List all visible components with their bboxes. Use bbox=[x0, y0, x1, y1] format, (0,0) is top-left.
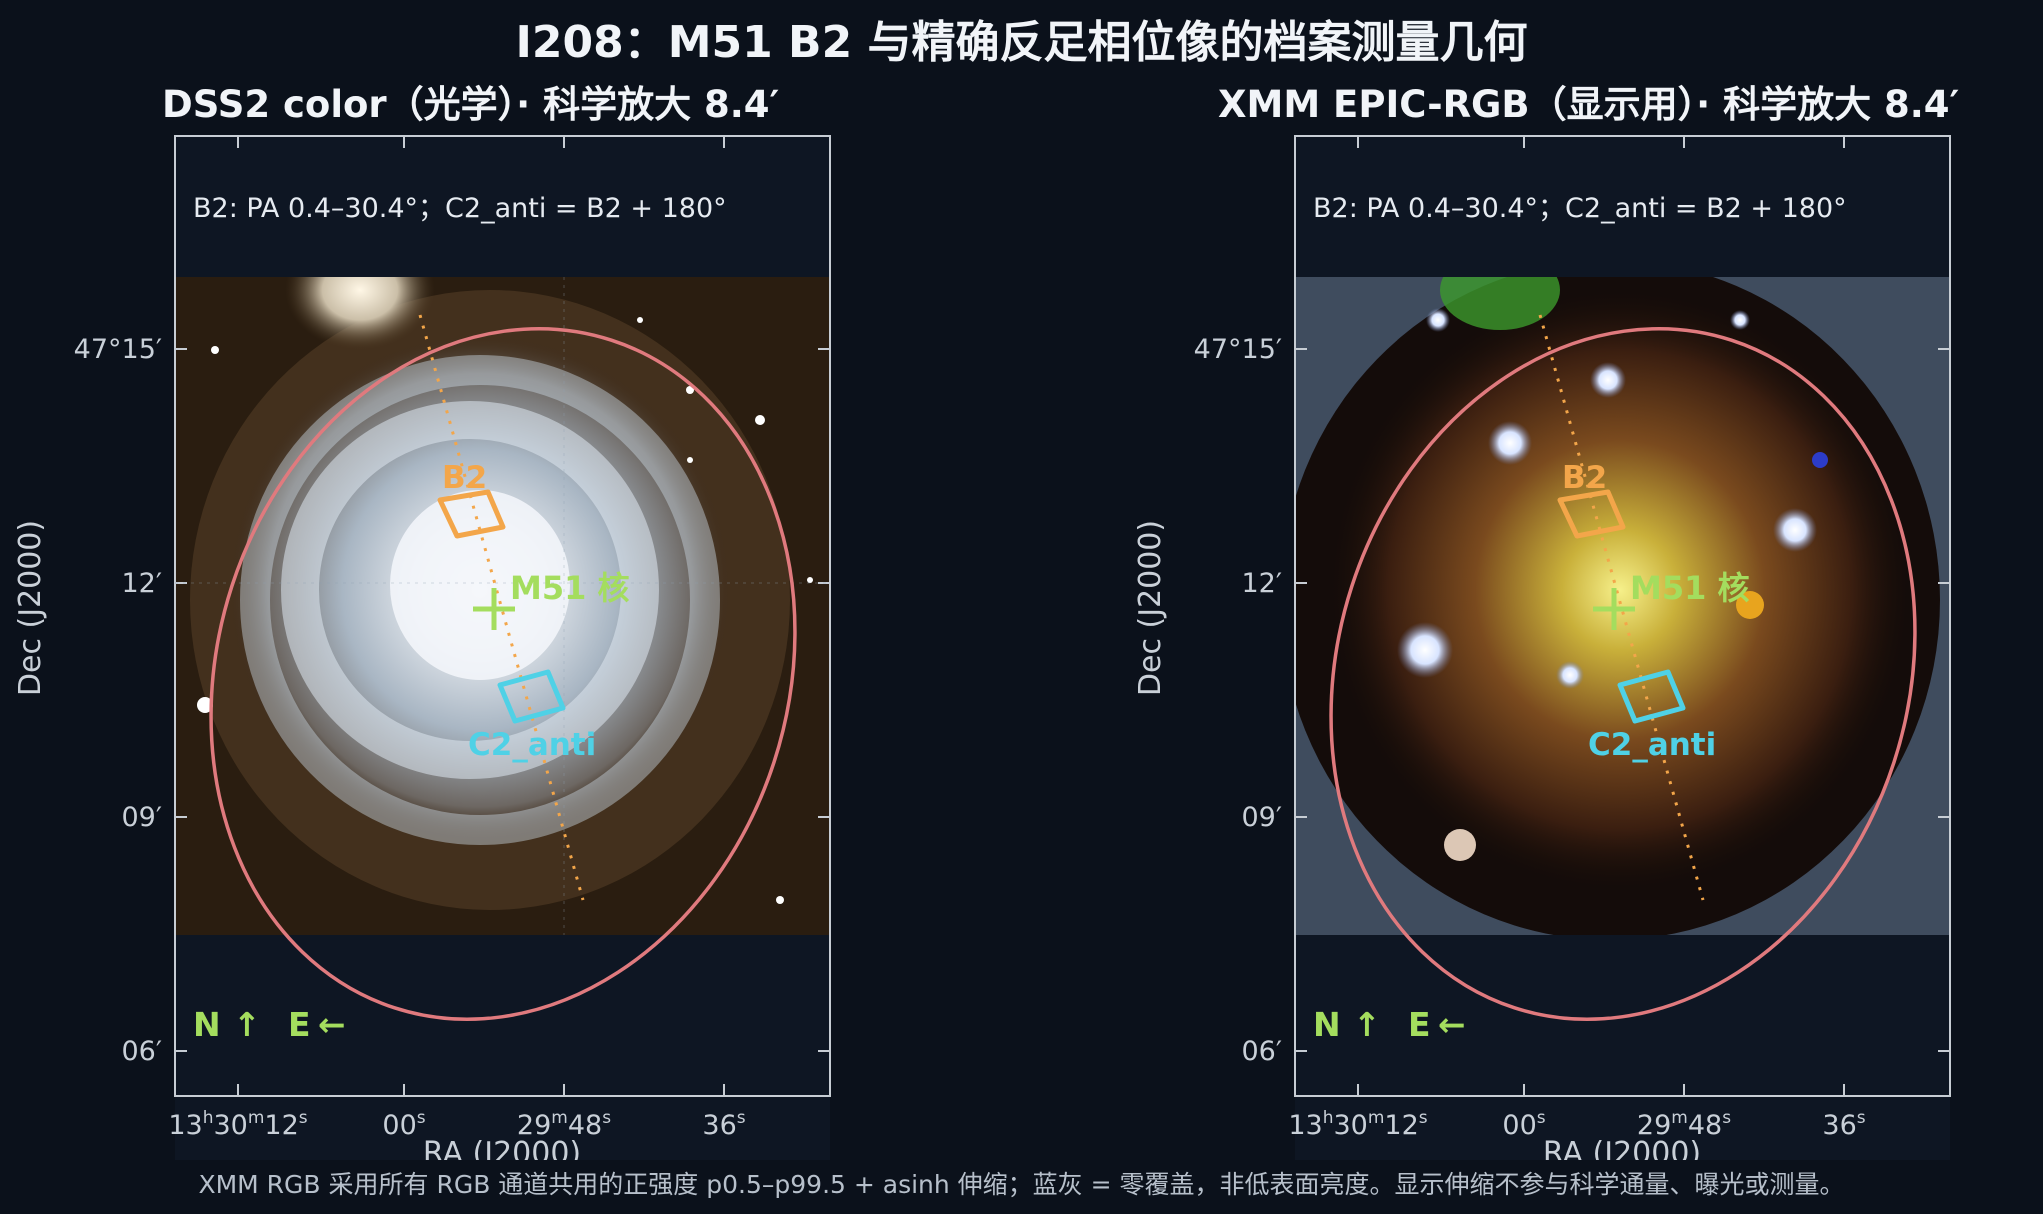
compass-east: E bbox=[1408, 1005, 1431, 1044]
b2-label: B2 bbox=[442, 460, 487, 496]
aperture-ellipse bbox=[1329, 327, 1917, 1021]
position-angle-line bbox=[1538, 314, 1705, 901]
nucleus-marker bbox=[1593, 588, 1635, 630]
compass: N ↑ E ← bbox=[1313, 1005, 1466, 1044]
b2-region bbox=[437, 489, 506, 539]
dss2-panel: B2: PA 0.4–30.4°；C2_anti = B2 + 180° B2 … bbox=[13, 135, 831, 1160]
compass-north: N bbox=[193, 1005, 221, 1044]
plot-frame bbox=[174, 135, 831, 1097]
dec-tick: 47°15′ bbox=[1194, 334, 1282, 365]
y-axis-label: Dec (J2000) bbox=[1133, 520, 1168, 696]
nucleus-label: M51 核 bbox=[1630, 569, 1750, 607]
xmm-panel: B2: PA 0.4–30.4°；C2_anti = B2 + 180° B2 … bbox=[1133, 135, 1951, 1160]
figure-title: I208：M51 B2 与精确反足相位像的档案测量几何 bbox=[515, 17, 1528, 68]
c2-anti-region bbox=[1617, 669, 1686, 724]
footer-note: XMM RGB 采用所有 RGB 通道共用的正强度 p0.5–p99.5 + a… bbox=[198, 1170, 1845, 1199]
ra-tick: 36s bbox=[1822, 1108, 1865, 1141]
b2-label: B2 bbox=[1562, 460, 1607, 496]
geometry-annotation: B2: PA 0.4–30.4°；C2_anti = B2 + 180° bbox=[1313, 193, 1847, 224]
nucleus-marker bbox=[473, 588, 515, 630]
aperture-ellipse bbox=[209, 327, 797, 1021]
dec-tick: 47°15′ bbox=[74, 334, 162, 365]
right-panel-subtitle: XMM EPIC-RGB（显示用）· 科学放大 8.4′ bbox=[1218, 83, 1960, 126]
compass-east: E bbox=[288, 1005, 311, 1044]
c2-anti-label: C2_anti bbox=[468, 727, 596, 763]
geometry-annotation: B2: PA 0.4–30.4°；C2_anti = B2 + 180° bbox=[193, 193, 727, 224]
dec-tick: 09′ bbox=[1242, 802, 1283, 833]
dec-tick: 06′ bbox=[1242, 1036, 1283, 1067]
b2-region bbox=[1557, 489, 1626, 539]
compass-north-arrow: ↑ bbox=[233, 1005, 261, 1044]
c2-anti-region bbox=[497, 669, 566, 724]
compass-east-arrow: ← bbox=[1438, 1005, 1466, 1044]
compass-east-arrow: ← bbox=[318, 1005, 346, 1044]
ra-tick: 29m48s bbox=[517, 1108, 611, 1141]
y-axis-label: Dec (J2000) bbox=[13, 520, 48, 696]
xmm-image bbox=[1295, 277, 1950, 935]
compass-north-arrow: ↑ bbox=[1353, 1005, 1381, 1044]
ra-tick: 13h30m12s bbox=[1288, 1108, 1427, 1141]
dec-tick: 06′ bbox=[122, 1036, 163, 1067]
nucleus-label: M51 核 bbox=[510, 569, 630, 607]
dec-tick: 12′ bbox=[122, 568, 163, 599]
x-axis-label: RA (J2000) bbox=[423, 1136, 581, 1160]
plot-frame bbox=[1294, 135, 1951, 1097]
dec-tick: 09′ bbox=[122, 802, 163, 833]
ra-tick: 00s bbox=[1502, 1108, 1545, 1141]
dec-tick: 12′ bbox=[1242, 568, 1283, 599]
position-angle-line bbox=[418, 314, 585, 901]
compass: N ↑ E ← bbox=[193, 1005, 346, 1044]
compass-north: N bbox=[1313, 1005, 1341, 1044]
ra-tick: 29m48s bbox=[1637, 1108, 1731, 1141]
left-panel-subtitle: DSS2 color（光学）· 科学放大 8.4′ bbox=[162, 83, 780, 126]
ra-tick: 36s bbox=[702, 1108, 745, 1141]
c2-anti-label: C2_anti bbox=[1588, 727, 1716, 763]
x-axis-label: RA (J2000) bbox=[1543, 1136, 1701, 1160]
dss2-image bbox=[175, 277, 830, 935]
ra-tick: 00s bbox=[382, 1108, 425, 1141]
ra-tick: 13h30m12s bbox=[168, 1108, 307, 1141]
